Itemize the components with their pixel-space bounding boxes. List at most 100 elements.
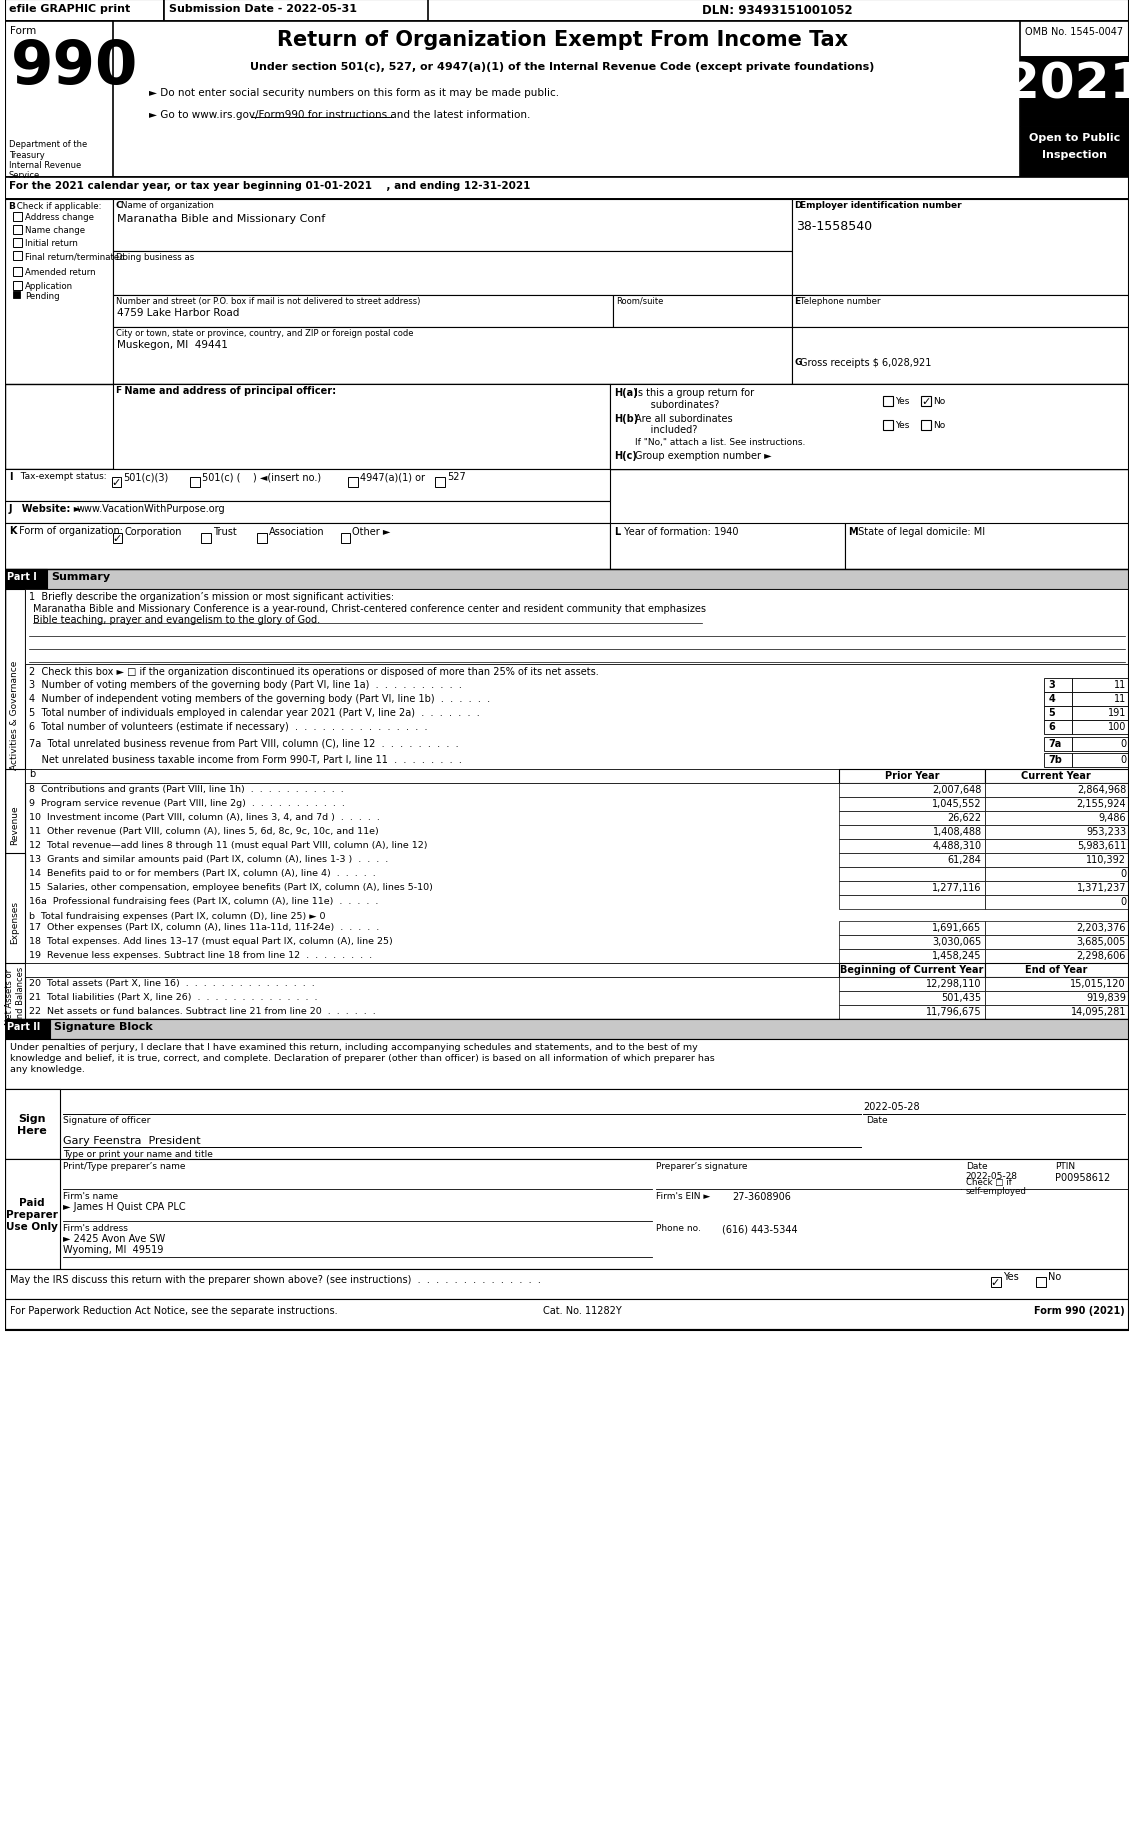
Text: Form 990 (2021): Form 990 (2021) [1034, 1305, 1124, 1316]
Text: Address change: Address change [25, 212, 94, 221]
Text: 22  Net assets or fund balances. Subtract line 21 from line 20  .  .  .  .  .  .: 22 Net assets or fund balances. Subtract… [29, 1007, 376, 1016]
Text: Application: Application [25, 282, 73, 291]
Text: H(c): H(c) [614, 450, 637, 461]
Text: 4  Number of independent voting members of the governing body (Part VI, line 1b): 4 Number of independent voting members o… [29, 694, 490, 703]
Text: 0: 0 [1120, 897, 1126, 906]
Bar [984, 935, 1129, 950]
Text: ✓: ✓ [113, 534, 122, 544]
Text: Year of formation: 1940: Year of formation: 1940 [621, 527, 738, 536]
Bar [839, 950, 984, 963]
Text: Part I: Part I [7, 571, 37, 582]
Bar [113, 534, 122, 544]
Bar [5, 523, 611, 569]
Text: self-employed: self-employed [965, 1186, 1026, 1195]
Text: B: B [8, 201, 15, 210]
Text: Maranatha Bible and Missionary Conf: Maranatha Bible and Missionary Conf [116, 214, 325, 223]
Bar [1044, 721, 1073, 734]
Text: ► Go to www.irs.gov/Form990 for instructions and the latest information.: ► Go to www.irs.gov/Form990 for instruct… [149, 110, 531, 121]
Bar [12, 225, 21, 234]
Bar [5, 569, 46, 589]
Text: knowledge and belief, it is true, correct, and complete. Declaration of preparer: knowledge and belief, it is true, correc… [10, 1054, 715, 1063]
Bar [839, 922, 984, 935]
Text: Other ►: Other ► [352, 527, 391, 536]
Text: Date: Date [866, 1116, 887, 1124]
Bar [921, 397, 931, 406]
Text: 4,488,310: 4,488,310 [933, 840, 981, 851]
Bar [839, 867, 984, 882]
Text: 2022-05-28: 2022-05-28 [864, 1102, 920, 1111]
Text: 26,622: 26,622 [947, 813, 981, 822]
Text: Room/suite: Room/suite [616, 296, 664, 306]
Text: b: b [29, 769, 35, 778]
Text: Gross receipts $ 6,028,921: Gross receipts $ 6,028,921 [800, 359, 931, 368]
Bar [1021, 57, 1129, 126]
Text: Maranatha Bible and Missionary Conference is a year-round, Christ-centered confe: Maranatha Bible and Missionary Conferenc… [33, 604, 706, 613]
Text: Current Year: Current Year [1022, 770, 1092, 781]
Text: 2,155,924: 2,155,924 [1076, 798, 1126, 809]
Text: Activities & Governance: Activities & Governance [10, 661, 19, 769]
Bar [5, 384, 1129, 470]
Bar [5, 0, 1129, 22]
Bar [839, 798, 984, 811]
Text: 11: 11 [1114, 679, 1126, 690]
Text: 12  Total revenue—add lines 8 through 11 (must equal Part VIII, column (A), line: 12 Total revenue—add lines 8 through 11 … [29, 840, 428, 849]
Bar [25, 770, 1129, 783]
Text: No: No [1049, 1272, 1061, 1281]
Text: P00958612: P00958612 [1056, 1173, 1111, 1182]
Text: 0: 0 [1120, 739, 1126, 748]
Bar [5, 1089, 60, 1160]
Text: 38-1558540: 38-1558540 [796, 220, 873, 232]
Bar [12, 212, 21, 221]
Text: Muskegon, MI  49441: Muskegon, MI 49441 [116, 340, 227, 350]
Bar [190, 478, 200, 489]
Text: 501(c) (    ) ◄(insert no.): 501(c) ( ) ◄(insert no.) [202, 472, 322, 481]
Text: Cat. No. 11282Y: Cat. No. 11282Y [543, 1305, 622, 1316]
Text: Beginning of Current Year: Beginning of Current Year [840, 964, 983, 974]
Text: End of Year: End of Year [1025, 964, 1087, 974]
Bar [12, 282, 21, 291]
Text: 919,839: 919,839 [1086, 992, 1126, 1003]
Text: 3  Number of voting members of the governing body (Part VI, line 1a)  .  .  .  .: 3 Number of voting members of the govern… [29, 679, 462, 690]
Text: 14  Benefits paid to or for members (Part IX, column (A), line 4)  .  .  .  .  .: 14 Benefits paid to or for members (Part… [29, 869, 376, 878]
Bar [25, 589, 1129, 664]
Text: 9,486: 9,486 [1099, 813, 1126, 822]
Bar [1021, 126, 1129, 178]
Text: PTIN: PTIN [1056, 1162, 1076, 1171]
Text: Form of organization:: Form of organization: [16, 525, 123, 536]
Text: 7a: 7a [1049, 739, 1061, 748]
Text: 0: 0 [1120, 754, 1126, 765]
Text: 11  Other revenue (Part VIII, column (A), lines 5, 6d, 8c, 9c, 10c, and 11e): 11 Other revenue (Part VIII, column (A),… [29, 827, 378, 836]
Text: Firm's address: Firm's address [63, 1222, 128, 1232]
Text: No: No [933, 397, 945, 406]
Text: 19  Revenue less expenses. Subtract line 18 from line 12  .  .  .  .  .  .  .  .: 19 Revenue less expenses. Subtract line … [29, 950, 373, 959]
Text: www.VacationWithPurpose.org: www.VacationWithPurpose.org [77, 503, 226, 514]
Text: Wyoming, MI  49519: Wyoming, MI 49519 [63, 1244, 163, 1254]
Text: 3,685,005: 3,685,005 [1077, 937, 1126, 946]
Text: 12,298,110: 12,298,110 [926, 979, 981, 988]
Bar [435, 478, 445, 489]
Bar [1073, 754, 1129, 767]
Text: 15  Salaries, other compensation, employee benefits (Part IX, column (A), lines : 15 Salaries, other compensation, employe… [29, 882, 432, 891]
Text: 3,030,065: 3,030,065 [933, 937, 981, 946]
Text: ✓: ✓ [921, 397, 930, 406]
Bar [5, 501, 611, 523]
Bar [201, 534, 211, 544]
Bar [611, 384, 1129, 470]
Text: Under section 501(c), 527, or 4947(a)(1) of the Internal Revenue Code (except pr: Under section 501(c), 527, or 4947(a)(1)… [251, 62, 875, 71]
Text: Is this a group return for: Is this a group return for [636, 388, 754, 397]
Bar [12, 267, 21, 276]
Bar [839, 895, 984, 910]
Text: DLN: 93493151001052: DLN: 93493151001052 [702, 4, 852, 16]
Bar [5, 1270, 1129, 1299]
Bar [839, 1005, 984, 1019]
Bar [12, 253, 21, 262]
Text: Number and street (or P.O. box if mail is not delivered to street address): Number and street (or P.O. box if mail i… [115, 296, 420, 306]
Bar [984, 840, 1129, 853]
Text: 1,277,116: 1,277,116 [933, 882, 981, 893]
Bar [984, 882, 1129, 895]
Text: 3: 3 [1049, 679, 1056, 690]
Text: Are all subordinates: Are all subordinates [636, 414, 733, 425]
Text: Association: Association [269, 527, 324, 536]
Bar [5, 1299, 1129, 1329]
Text: No: No [933, 421, 945, 430]
